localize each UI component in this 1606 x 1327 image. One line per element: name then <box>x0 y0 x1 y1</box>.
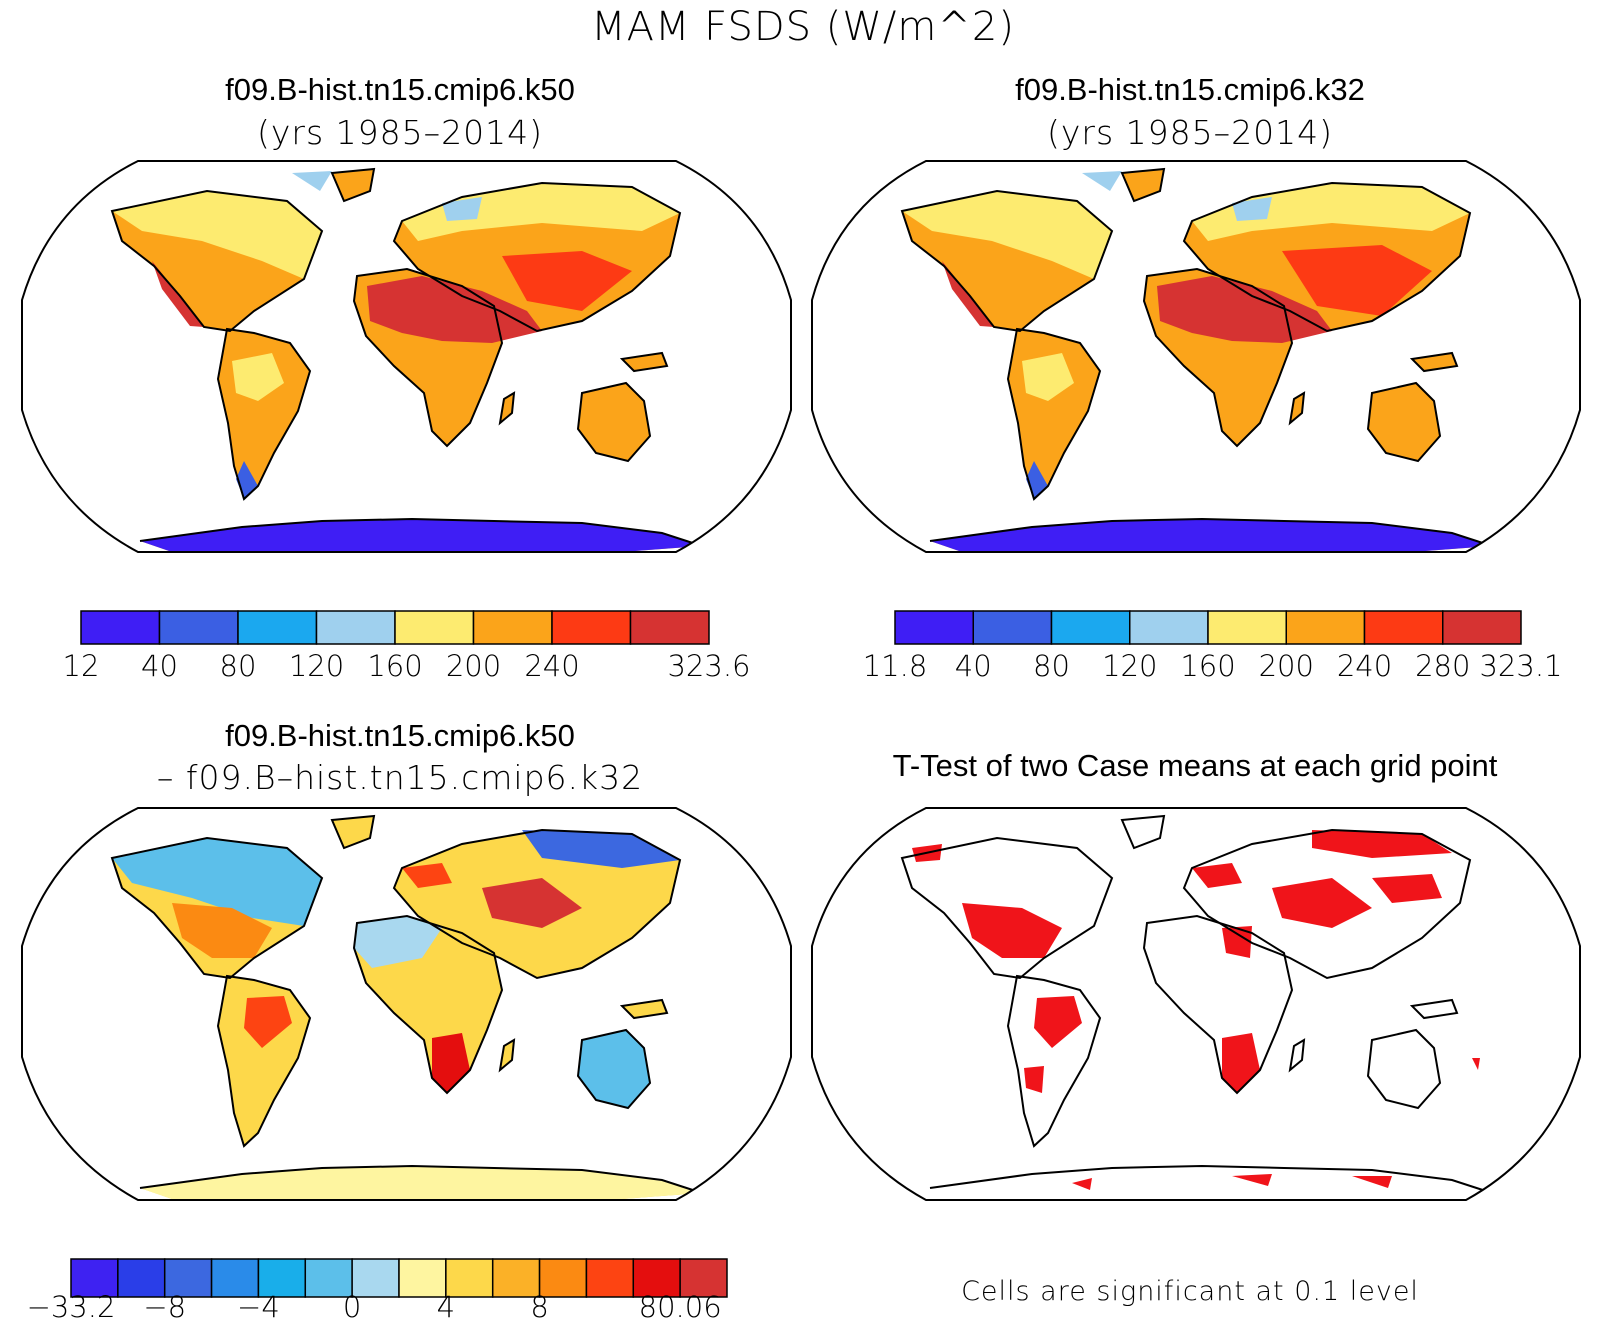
colorbar-bottom-left <box>70 1258 728 1298</box>
bottom_left-colorbar-label-8: 4 <box>436 1290 456 1324</box>
bottom_left-colorbar-swatch-2 <box>163 1258 213 1298</box>
top_left-colorbar-label-8: 323.6 <box>667 649 751 683</box>
bottom_left-colorbar-label-13: 80.06 <box>638 1290 722 1324</box>
top_right-colorbar-swatch-3 <box>1129 610 1209 645</box>
top_right-colorbar-label-3: 120 <box>1102 649 1158 683</box>
top_right-colorbar-label-4: 160 <box>1180 649 1236 683</box>
significance-note: Cells are significant at 0.1 level <box>961 1276 1419 1307</box>
top_right-colorbar-label-0: 11.8 <box>862 649 928 683</box>
top_left-colorbar-label-3: 120 <box>288 649 345 683</box>
bottom_left-colorbar-swatch-7 <box>398 1258 447 1298</box>
map-top-right <box>811 160 1581 553</box>
top_right-colorbar-swatch-5 <box>1285 610 1366 645</box>
top_right-colorbar-label-6: 240 <box>1336 649 1393 683</box>
top_left-colorbar-label-6: 240 <box>524 649 580 683</box>
bottom_left-colorbar-label-6: 0 <box>342 1290 362 1324</box>
top_right-colorbar-label-1: 40 <box>954 649 992 683</box>
top_right-colorbar-swatch-7 <box>1442 610 1522 645</box>
top_right-colorbar-label-5: 200 <box>1258 649 1314 683</box>
top_left-colorbar-swatch-6 <box>551 610 632 645</box>
bottom_left-colorbar-label-10: 8 <box>530 1290 549 1324</box>
bottom_left-colorbar-swatch-5 <box>304 1258 353 1298</box>
top_left-colorbar-label-0: 12 <box>62 649 100 683</box>
bottom_left-colorbar-swatch-4 <box>257 1258 307 1298</box>
map-bottom-right-ttest <box>811 807 1581 1201</box>
top_left-colorbar-swatch-4 <box>394 610 475 645</box>
top_left-colorbar-swatch-0 <box>80 610 161 645</box>
top_right-colorbar-swatch-1 <box>972 610 1053 645</box>
bottom_left-colorbar-swatch-6 <box>351 1258 400 1298</box>
top-left-years: (yrs 1985–2014) <box>257 113 543 152</box>
bottom_left-colorbar-swatch-3 <box>210 1258 260 1298</box>
top_right-colorbar-label-8: 323.1 <box>1479 649 1563 683</box>
bottom_left-colorbar-label-0: −33.2 <box>26 1290 116 1324</box>
bottom_left-colorbar-swatch-12 <box>632 1258 681 1298</box>
map-top-left <box>21 160 792 553</box>
top_left-colorbar-swatch-5 <box>472 610 553 645</box>
bottom_left-colorbar-label-4: −4 <box>237 1290 280 1324</box>
colorbar-top-left <box>80 610 710 645</box>
top_right-colorbar-swatch-4 <box>1207 610 1287 645</box>
top_left-colorbar-swatch-7 <box>629 610 710 645</box>
map-bottom-left-difference <box>21 807 792 1201</box>
top_right-colorbar-label-2: 80 <box>1033 649 1070 683</box>
bottom_left-colorbar-swatch-13 <box>679 1258 728 1298</box>
top_left-colorbar-label-1: 40 <box>141 649 178 683</box>
figure-title: MAM FSDS (W/m^2) <box>591 4 1015 50</box>
top_left-colorbar-label-2: 80 <box>219 649 257 683</box>
bottom-right-ttest-title: T-Test of two Case means at each grid po… <box>892 748 1498 783</box>
bottom_left-colorbar-swatch-9 <box>491 1258 541 1298</box>
bottom-left-case-a-title: f09.B-hist.tn15.cmip6.k50 <box>225 718 575 753</box>
top_right-colorbar-label-7: 280 <box>1415 649 1471 683</box>
top_right-colorbar-swatch-6 <box>1363 610 1444 645</box>
top_left-colorbar-swatch-2 <box>237 610 318 645</box>
top_left-colorbar-swatch-3 <box>315 610 396 645</box>
top_left-colorbar-swatch-1 <box>158 610 239 645</box>
bottom_left-colorbar-swatch-1 <box>117 1258 166 1298</box>
top_left-colorbar-label-4: 160 <box>367 649 423 683</box>
top_left-colorbar-label-5: 200 <box>445 649 502 683</box>
bottom_left-colorbar-swatch-11 <box>585 1258 635 1298</box>
bottom_left-colorbar-swatch-10 <box>538 1258 588 1298</box>
bottom_left-colorbar-swatch-0 <box>70 1258 119 1298</box>
bottom_left-colorbar-label-2: −8 <box>143 1290 187 1324</box>
colorbar-top-right <box>894 610 1522 645</box>
top-right-years: (yrs 1985–2014) <box>1047 113 1333 152</box>
top-right-case-title: f09.B-hist.tn15.cmip6.k32 <box>1015 72 1365 107</box>
bottom-left-case-b-title: – f09.B–hist.tn15.cmip6.k32 <box>156 758 644 797</box>
top_right-colorbar-swatch-2 <box>1050 610 1131 645</box>
top-left-case-title: f09.B-hist.tn15.cmip6.k50 <box>225 72 575 107</box>
top_right-colorbar-swatch-0 <box>894 610 974 645</box>
